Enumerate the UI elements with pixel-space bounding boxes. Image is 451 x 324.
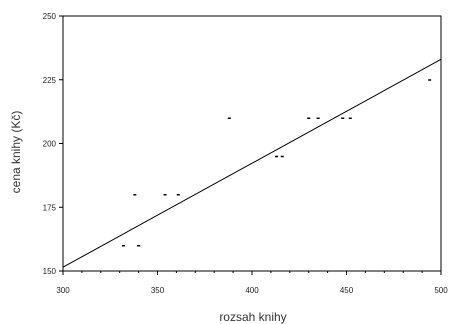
y-tick-label: 150	[43, 267, 57, 276]
plot-frame	[62, 15, 442, 272]
y-tick-label: 200	[43, 140, 57, 149]
data-point	[121, 245, 125, 247]
x-tick-label: 500	[434, 286, 448, 295]
data-point	[341, 117, 345, 119]
y-tick-label: 225	[43, 76, 57, 85]
data-point	[163, 194, 167, 196]
regression-line-layer	[62, 58, 442, 268]
x-axis: 300 350 400 450 500	[56, 271, 448, 295]
y-tick-label: 175	[43, 203, 57, 212]
regression-line	[62, 58, 442, 268]
x-tick-label: 400	[245, 286, 259, 295]
data-point	[275, 155, 279, 158]
data-point	[428, 79, 432, 81]
data-point	[137, 245, 141, 247]
y-axis-title: cena knihy (Kč)	[9, 111, 23, 194]
data-points	[121, 79, 432, 247]
data-point	[227, 117, 231, 119]
x-axis-title: rozsah knihy	[219, 310, 286, 324]
data-point	[133, 194, 137, 196]
data-point	[316, 117, 320, 119]
y-tick-label: 250	[43, 12, 57, 21]
x-tick-label: 350	[151, 286, 165, 295]
data-point	[307, 117, 311, 119]
y-axis: 150 175 200 225 250	[43, 12, 63, 276]
x-tick-label: 450	[340, 286, 354, 295]
data-point	[348, 117, 352, 119]
plot-area	[62, 15, 442, 272]
data-point	[280, 155, 284, 158]
data-point	[176, 194, 180, 196]
x-tick-label: 300	[56, 286, 70, 295]
